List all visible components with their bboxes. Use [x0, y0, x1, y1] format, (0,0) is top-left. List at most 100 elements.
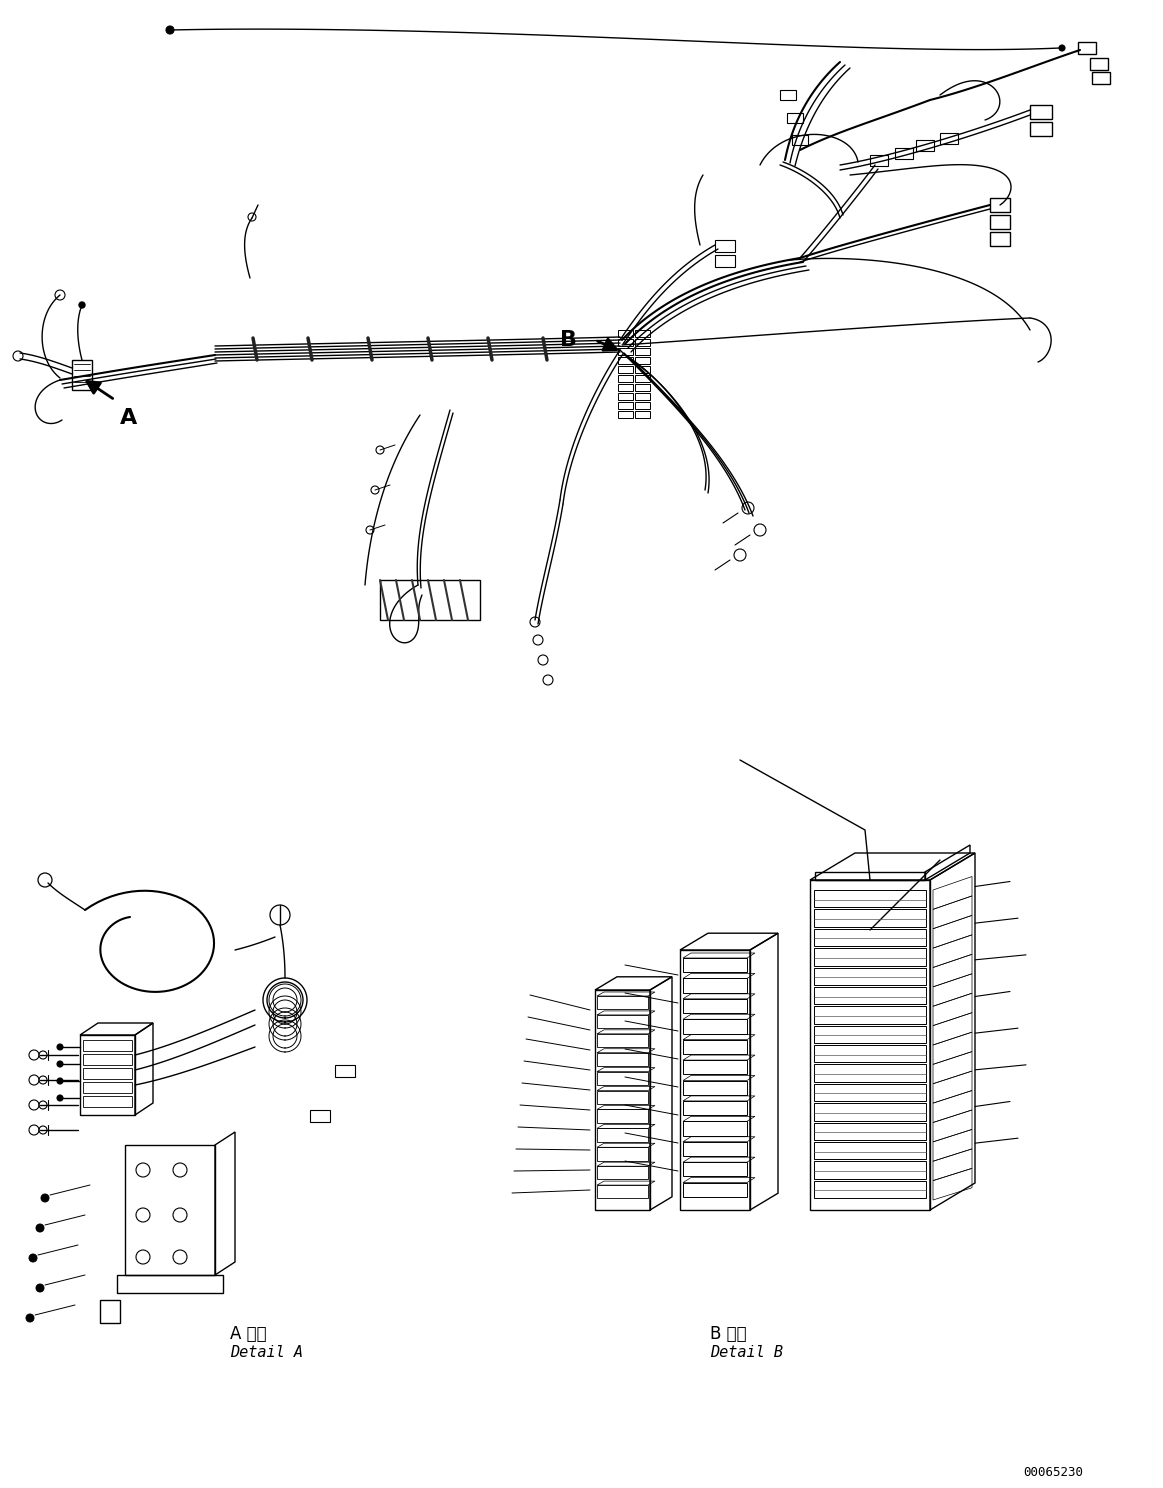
Bar: [83, 1068, 131, 1079]
Bar: [683, 1080, 747, 1095]
Bar: [814, 1083, 926, 1101]
Bar: [990, 214, 1009, 229]
Bar: [597, 1110, 648, 1122]
Bar: [635, 393, 650, 400]
Circle shape: [79, 302, 85, 308]
Bar: [597, 1015, 648, 1028]
Bar: [1090, 58, 1108, 70]
Bar: [635, 357, 650, 365]
Bar: [1092, 71, 1110, 83]
Circle shape: [57, 1045, 63, 1051]
Text: Detail B: Detail B: [709, 1345, 783, 1360]
Bar: [1030, 122, 1053, 135]
Bar: [787, 113, 802, 124]
Circle shape: [41, 1193, 49, 1202]
Bar: [814, 1103, 926, 1120]
Bar: [618, 411, 633, 418]
Circle shape: [57, 1077, 63, 1083]
Bar: [597, 1147, 648, 1161]
Bar: [618, 330, 633, 336]
Text: A: A: [120, 408, 137, 429]
Bar: [916, 140, 934, 150]
Bar: [1078, 42, 1096, 54]
Bar: [635, 339, 650, 347]
Text: A 詳細: A 詳細: [230, 1324, 266, 1344]
Bar: [83, 1054, 131, 1065]
Bar: [618, 339, 633, 347]
Bar: [618, 348, 633, 356]
Bar: [814, 909, 926, 927]
Bar: [683, 1162, 747, 1177]
Bar: [683, 1122, 747, 1135]
Bar: [83, 1040, 131, 1051]
Bar: [597, 1034, 648, 1048]
Text: Detail A: Detail A: [230, 1345, 304, 1360]
Bar: [814, 948, 926, 966]
Bar: [990, 232, 1009, 246]
Bar: [635, 402, 650, 409]
Bar: [618, 375, 633, 382]
Circle shape: [36, 1284, 44, 1292]
Bar: [814, 929, 926, 946]
Text: 00065230: 00065230: [1023, 1466, 1083, 1479]
Bar: [792, 135, 808, 144]
Bar: [597, 1071, 648, 1085]
Bar: [814, 987, 926, 1004]
Bar: [1030, 106, 1053, 119]
Bar: [814, 1045, 926, 1062]
Bar: [814, 1161, 926, 1178]
Circle shape: [26, 1314, 34, 1321]
Bar: [683, 979, 747, 992]
Bar: [597, 995, 648, 1009]
Circle shape: [57, 1061, 63, 1067]
Bar: [683, 1101, 747, 1115]
Bar: [635, 348, 650, 356]
Bar: [940, 132, 958, 144]
Bar: [814, 1180, 926, 1198]
Circle shape: [166, 25, 174, 34]
Bar: [896, 147, 913, 159]
Bar: [683, 1019, 747, 1034]
Bar: [814, 1064, 926, 1082]
Bar: [814, 1025, 926, 1043]
Bar: [597, 1128, 648, 1141]
Bar: [311, 1110, 330, 1122]
Bar: [335, 1065, 355, 1077]
Text: B: B: [561, 330, 577, 350]
Bar: [618, 366, 633, 373]
Bar: [635, 411, 650, 418]
Bar: [635, 375, 650, 382]
Bar: [814, 1141, 926, 1159]
Circle shape: [57, 1095, 63, 1101]
Bar: [683, 1059, 747, 1074]
Bar: [83, 1097, 131, 1107]
Bar: [780, 89, 795, 100]
Bar: [814, 967, 926, 985]
Bar: [683, 1040, 747, 1054]
Bar: [683, 1141, 747, 1156]
Bar: [683, 1183, 747, 1196]
Bar: [83, 1082, 131, 1094]
Bar: [715, 254, 735, 266]
Bar: [870, 155, 889, 167]
Bar: [635, 384, 650, 391]
Bar: [814, 1006, 926, 1024]
Bar: [618, 384, 633, 391]
Circle shape: [36, 1225, 44, 1232]
Bar: [618, 357, 633, 365]
Bar: [635, 366, 650, 373]
Bar: [683, 958, 747, 972]
Text: B 詳細: B 詳細: [709, 1324, 747, 1344]
Bar: [597, 1184, 648, 1198]
Circle shape: [29, 1254, 37, 1262]
Bar: [597, 1167, 648, 1180]
Bar: [635, 330, 650, 336]
Bar: [618, 402, 633, 409]
Bar: [715, 240, 735, 251]
Bar: [597, 1052, 648, 1065]
Bar: [597, 1091, 648, 1104]
Circle shape: [1059, 45, 1065, 51]
Bar: [814, 1122, 926, 1140]
Bar: [683, 998, 747, 1013]
Bar: [618, 393, 633, 400]
